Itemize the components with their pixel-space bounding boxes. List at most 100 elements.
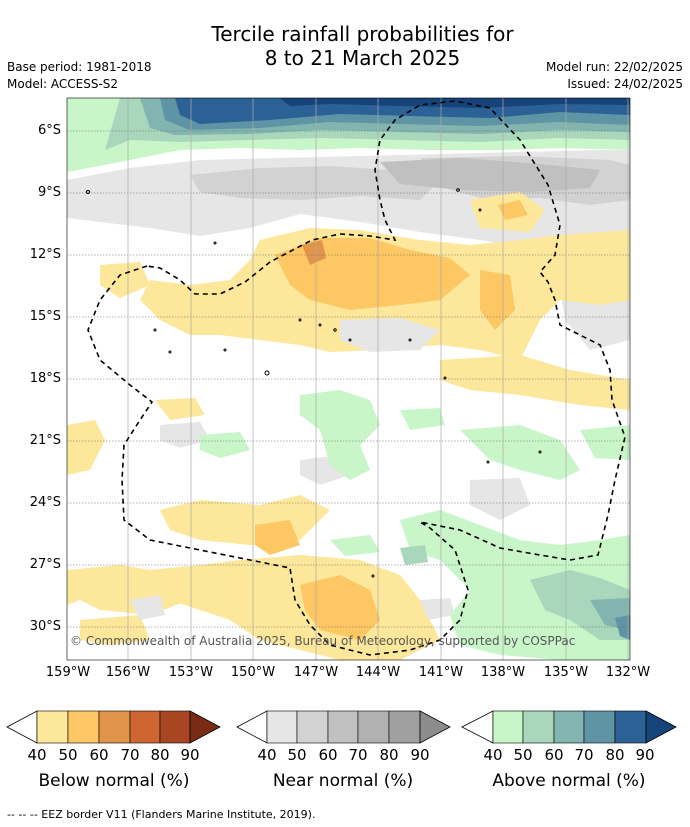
model-name: Model: ACCESS-S2: [7, 77, 119, 91]
above-normal-mid-d: [400, 408, 445, 430]
gridlines-vertical: [127, 98, 629, 660]
colorbar-tick: 80: [605, 746, 625, 764]
colorbar-above-swatch-80: [614, 710, 647, 744]
colorbar-title-below: Below normal (%): [38, 771, 190, 791]
below-normal-50-b: [480, 270, 515, 330]
colorbar-below-swatch-40: [36, 710, 69, 744]
above-normal-mid-b: [200, 432, 250, 458]
lon-label: 150°W: [230, 665, 276, 680]
colorbar-above-swatch-60: [553, 710, 585, 744]
colorbar-above-arrow-right: [645, 710, 677, 744]
above-normal-lower-left: [330, 535, 380, 556]
lat-label: 21°S: [29, 433, 61, 448]
colorbar-tick: 40: [483, 746, 503, 764]
lon-label: 156°W: [105, 665, 151, 680]
lat-label: 9°S: [37, 185, 61, 200]
gridlines: [67, 130, 630, 628]
lon-label: 153°W: [168, 665, 214, 680]
colorbar-below-swatch-80: [159, 710, 191, 744]
meta-left: Base period: 1981-2018 Model: ACCESS-S2: [7, 59, 152, 93]
below-normal-60-a: [302, 240, 326, 265]
colorbar-tick: 80: [379, 746, 399, 764]
colorbar-tick: 70: [120, 746, 140, 764]
colorbar-below-swatch-60: [98, 710, 131, 744]
colorbar-tick: 40: [27, 746, 47, 764]
below-normal-left-low: [67, 420, 105, 475]
colorbar-title-near: Near normal (%): [272, 771, 414, 791]
colorbar-near-swatch-60: [327, 710, 359, 744]
near-normal-60-b: [380, 158, 600, 192]
colorbar-tick: 40: [257, 746, 277, 764]
lat-label: 24°S: [29, 495, 61, 510]
colorbar-near-swatch-70: [357, 710, 390, 744]
lon-label: 159°W: [45, 665, 91, 680]
base-period: Base period: 1981-2018: [7, 60, 152, 74]
below-normal-left-patch: [100, 262, 150, 298]
island-outlines: [86, 188, 542, 578]
colorbar-tick: 90: [635, 746, 655, 764]
issued-date: Issued: 24/02/2025: [567, 77, 683, 91]
colorbar-near-swatch-80: [388, 710, 421, 744]
colorbar-below-swatch-50: [67, 710, 100, 744]
near-normal-low-a: [130, 595, 165, 620]
colorbar-below-swatch-70: [129, 710, 161, 744]
map-frame: [66, 97, 631, 661]
near-normal-50-a: [190, 166, 440, 200]
above-normal-mid-a: [300, 390, 380, 480]
colorbar-tick: 50: [513, 746, 533, 764]
above-normal-mid-e: [580, 425, 630, 460]
lon-label: 138°W: [480, 665, 526, 680]
title-line-1: Tercile rainfall probabilities for: [211, 22, 514, 46]
colorbar-tick: 50: [58, 746, 78, 764]
below-normal-band-right: [440, 355, 630, 410]
colorbar-tick: 60: [544, 746, 564, 764]
colorbar-below-arrow-left: [6, 710, 38, 744]
lon-label: 144°W: [355, 665, 401, 680]
title-line-2: 8 to 21 March 2025: [264, 46, 461, 70]
near-normal-mid-a: [340, 318, 440, 352]
below-normal-right-patch-b: [498, 200, 528, 220]
copyright-notice: © Commonwealth of Australia 2025, Bureau…: [70, 634, 576, 648]
colorbar-above-swatch-40: [492, 710, 524, 744]
lon-label: 147°W: [293, 665, 339, 680]
lat-label: 6°S: [37, 123, 61, 138]
colorbar-below-arrow-right: [189, 710, 221, 744]
colorbar-title-above: Above normal (%): [492, 771, 646, 791]
above-normal-mid-c: [460, 425, 580, 480]
colorbar-tick: 90: [180, 746, 200, 764]
below-normal-bottom-b: [300, 575, 380, 640]
colorbar-above-normal: [461, 710, 677, 744]
colorbar-tick: 90: [410, 746, 430, 764]
above-normal-lower-mid: [400, 545, 428, 565]
below-normal-left-low-b: [155, 398, 205, 420]
colorbar-tick: 50: [287, 746, 307, 764]
lon-label: 135°W: [543, 665, 589, 680]
lat-label: 15°S: [29, 309, 61, 324]
colorbar-above-arrow-left: [461, 710, 494, 744]
colorbar-below-normal: [6, 710, 221, 744]
colorbar-near-swatch-40: [266, 710, 298, 744]
model-run: Model run: 22/02/2025: [545, 60, 683, 74]
lon-label: 141°W: [418, 665, 464, 680]
colorbar-tick: 80: [150, 746, 170, 764]
map-title: Tercile rainfall probabilities for 8 to …: [0, 22, 690, 70]
colorbar-tick: 70: [574, 746, 594, 764]
lat-label: 30°S: [29, 619, 61, 634]
colorbar-above-swatch-50: [522, 710, 555, 744]
colorbar-near-arrow-right: [419, 710, 451, 744]
colorbar-tick: 60: [89, 746, 109, 764]
above-normal-90-top: [280, 98, 630, 108]
lon-label: 132°W: [605, 665, 651, 680]
lat-label: 12°S: [29, 247, 61, 262]
eez-footnote: -- -- -- EEZ border V11 (Flanders Marine…: [7, 808, 316, 821]
below-normal-bottom-left-b: [80, 615, 150, 645]
lat-label: 27°S: [29, 557, 61, 572]
below-normal-mid-low-b: [255, 520, 300, 555]
colorbar-above-swatch-70: [583, 710, 616, 744]
near-normal-mid-c: [470, 478, 530, 520]
near-normal-mid-b: [160, 422, 210, 448]
colorbar-tick: 70: [348, 746, 368, 764]
colorbar-near-arrow-left: [236, 710, 268, 744]
colorbar-near-swatch-50: [296, 710, 329, 744]
